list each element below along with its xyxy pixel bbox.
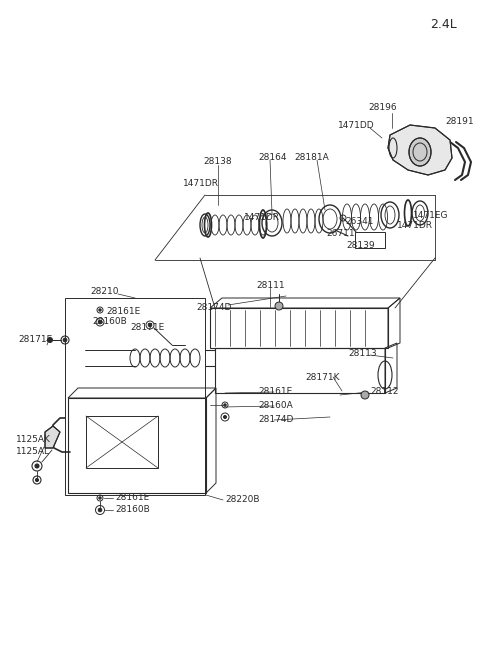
Text: 28160A: 28160A — [258, 402, 293, 411]
Text: 1125AL: 1125AL — [16, 447, 50, 457]
Text: 1471DR: 1471DR — [183, 179, 219, 187]
Text: 28191: 28191 — [445, 117, 474, 126]
Text: 28171E: 28171E — [18, 335, 52, 345]
Text: 1471EG: 1471EG — [413, 210, 448, 219]
Text: 28174D: 28174D — [258, 415, 293, 424]
Circle shape — [275, 302, 283, 310]
Text: 28161E: 28161E — [106, 307, 140, 316]
Polygon shape — [45, 426, 60, 448]
Text: 28164: 28164 — [258, 153, 287, 162]
Circle shape — [48, 337, 52, 343]
Circle shape — [98, 508, 102, 512]
Text: 28161E: 28161E — [258, 388, 292, 396]
Circle shape — [148, 323, 152, 327]
Circle shape — [98, 320, 102, 324]
Text: 1471DR: 1471DR — [244, 214, 280, 223]
Circle shape — [361, 391, 369, 399]
Circle shape — [35, 464, 39, 468]
Text: 28160B: 28160B — [115, 506, 150, 514]
Text: 1471DD: 1471DD — [338, 121, 374, 130]
Text: 28171E: 28171E — [130, 322, 164, 331]
Text: 26711: 26711 — [326, 229, 355, 238]
Circle shape — [63, 338, 67, 342]
Text: 28113: 28113 — [348, 348, 377, 358]
Text: 28161E: 28161E — [115, 493, 149, 502]
Text: 28139: 28139 — [346, 240, 374, 250]
Text: 28160B: 28160B — [92, 316, 127, 326]
Text: 28181A: 28181A — [294, 153, 329, 162]
Polygon shape — [388, 125, 452, 175]
Circle shape — [224, 415, 227, 419]
Text: 1471DR: 1471DR — [397, 221, 433, 229]
Circle shape — [36, 479, 38, 481]
Text: 28171K: 28171K — [305, 373, 339, 381]
Text: 1125AK: 1125AK — [16, 436, 51, 445]
Text: 28220B: 28220B — [225, 495, 260, 504]
Text: 2.4L: 2.4L — [430, 18, 457, 31]
Ellipse shape — [409, 138, 431, 166]
Text: 28112: 28112 — [370, 388, 398, 396]
Text: 28174D: 28174D — [196, 303, 231, 312]
Text: 28210: 28210 — [90, 288, 119, 297]
Text: 28111: 28111 — [256, 280, 285, 290]
Text: 26341: 26341 — [345, 217, 373, 227]
Circle shape — [99, 496, 101, 499]
Text: 28196: 28196 — [368, 103, 396, 113]
Circle shape — [224, 403, 226, 406]
Circle shape — [99, 309, 101, 311]
Text: 28138: 28138 — [203, 157, 232, 166]
